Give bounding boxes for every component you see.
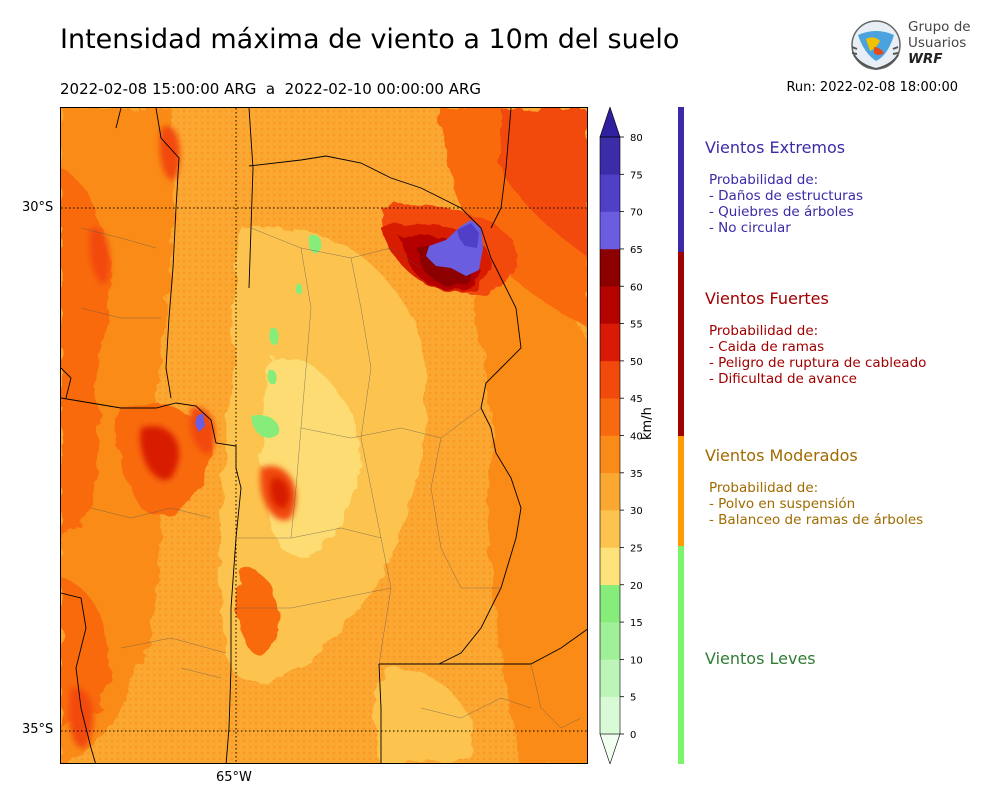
logo-line-1: Grupo de [908,19,971,35]
colorbar-tick-label: 0 [630,730,636,741]
logo-line-3: WRF [908,51,943,67]
colorbar-tick-label: 80 [630,133,643,144]
colorbar: 0 5 10 15 20 25 30 35 40 45 50 55 60 65 70 75 80 [598,106,650,765]
colorbar-tick-label: 70 [630,208,643,219]
valid-period: 2022-02-08 15:00:00 ARG a 2022-02-10 00:… [60,80,482,98]
category-light: Vientos Leves [678,546,988,764]
category-item: - No circular [709,220,791,236]
wind-field [61,108,587,763]
category-bar [678,252,684,436]
category-strong: Vientos Fuertes Probabilidad de: - Caida… [678,252,988,436]
category-title: Vientos Moderados [705,446,858,465]
wind-map[interactable] [60,107,588,764]
globe-icon [851,20,901,71]
colorbar-swatch [600,510,620,548]
colorbar-swatch [600,323,620,362]
colorbar-tick-label: 65 [630,245,643,256]
colorbar-tick-label: 20 [630,581,643,592]
category-extreme: Vientos Extremos Probabilidad de: - Daño… [678,107,988,252]
wrf-logo: Grupo de Usuarios WRF [848,17,971,73]
colorbar-tick-label: 60 [630,282,643,293]
colorbar-swatch [600,659,620,697]
category-moderate: Vientos Moderados Probabilidad de: - Pol… [678,436,988,546]
colorbar-unit: km/h [640,407,655,440]
category-item: - Peligro de ruptura de cableado [709,355,927,371]
colorbar-tick-label: 15 [630,618,643,629]
colorbar-tick-label: 5 [630,693,636,704]
colorbar-swatch [600,360,620,399]
category-bar [678,436,684,546]
colorbar-swatch [600,547,620,586]
logo-line-2: Usuarios [908,35,967,51]
colorbar-tick-label: 55 [630,320,643,331]
colorbar-tick-label: 40 [630,432,643,443]
colorbar-scale: 0 5 10 15 20 25 30 35 40 45 50 55 60 65 70 75 80 [599,106,643,765]
lat-label-35s: 35°S [22,722,54,737]
colorbar-tick-label: 10 [630,655,643,666]
colorbar-swatch [600,435,620,474]
colorbar-tick-label: 75 [630,170,643,181]
colorbar-swatch [600,286,620,324]
category-bar [678,107,684,252]
category-item: - Quiebres de árboles [709,204,854,220]
category-item: - Daños de estructuras [709,188,864,204]
category-title: Vientos Fuertes [705,289,829,308]
colorbar-swatch [600,472,620,511]
lon-label-65w: 65°W [216,770,252,785]
category-item: - Caida de ramas [709,339,825,355]
colorbar-extend-low [599,733,621,765]
category-item: - Balanceo de ramas de árboles [709,512,924,528]
colorbar-swatch [600,584,620,623]
colorbar-swatch [600,696,620,735]
run-time: Run: 2022-02-08 18:00:00 [786,80,958,95]
colorbar-swatch [600,398,620,436]
category-item: - Polvo en suspensión [709,496,856,512]
colorbar-tick-label: 35 [630,469,643,480]
colorbar-extend-high [599,106,621,138]
colorbar-tick-label: 45 [630,394,643,405]
colorbar-swatch [600,622,620,660]
category-title: Vientos Leves [705,649,816,668]
category-title: Vientos Extremos [705,138,846,157]
colorbar-tick-label: 25 [630,543,643,554]
category-item: - Dificultad de avance [709,371,857,387]
category-intro: Probabilidad de: [709,172,819,188]
category-bar [678,546,684,764]
colorbar-tick-label: 30 [630,506,643,517]
category-intro: Probabilidad de: [709,323,819,339]
colorbar-swatch [600,211,620,250]
lat-label-30s: 30°S [22,200,54,215]
map-title: Intensidad máxima de viento a 10m del su… [60,24,680,55]
colorbar-tick-label: 50 [630,357,643,368]
category-intro: Probabilidad de: [709,480,819,496]
colorbar-swatch [600,137,620,175]
colorbar-swatch [600,174,620,212]
colorbar-swatch [600,248,620,287]
